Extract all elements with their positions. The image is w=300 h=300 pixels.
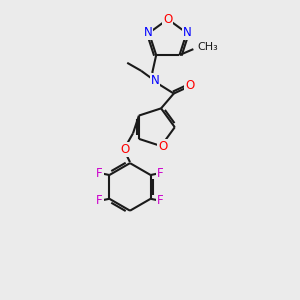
Text: F: F <box>157 167 164 179</box>
Text: O: O <box>158 140 168 153</box>
Text: N: N <box>144 26 152 39</box>
Text: N: N <box>183 26 192 39</box>
Text: N: N <box>151 74 159 87</box>
Text: O: O <box>120 143 130 156</box>
Text: F: F <box>96 167 103 179</box>
Text: O: O <box>163 13 172 26</box>
Text: CH₃: CH₃ <box>197 42 218 52</box>
Text: F: F <box>96 194 103 207</box>
Text: O: O <box>185 79 194 92</box>
Text: F: F <box>157 194 164 207</box>
